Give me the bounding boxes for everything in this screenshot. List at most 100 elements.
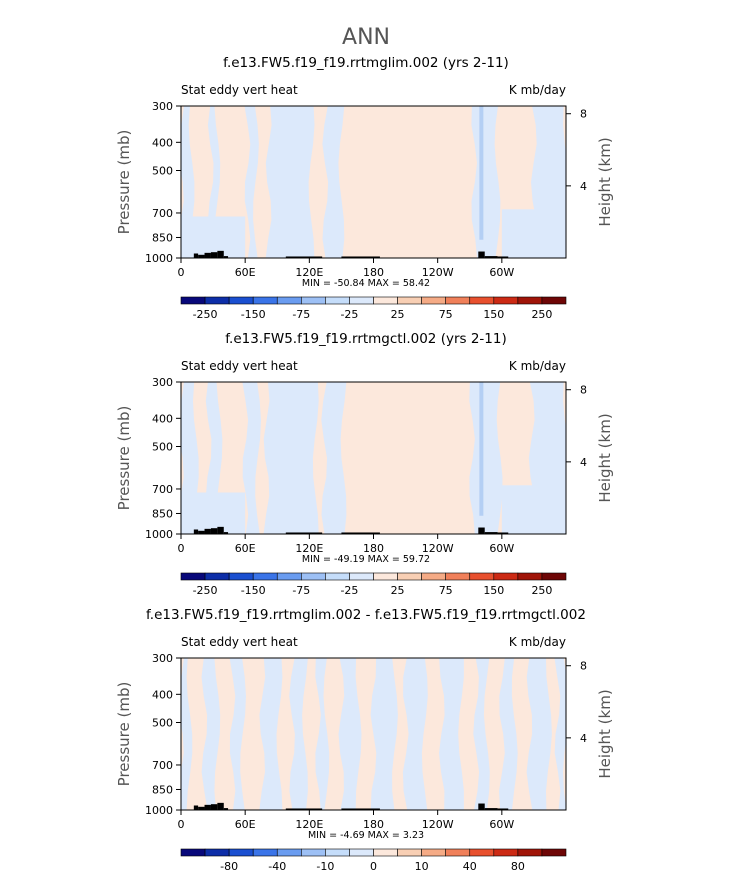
height-tick-label: 4 [580, 180, 587, 193]
contour-band [526, 658, 552, 810]
y-tick-label: 300 [152, 100, 173, 113]
land-mask [193, 805, 199, 810]
land-mask [497, 808, 509, 810]
land-mask [223, 808, 229, 810]
colorbar-swatch [397, 296, 422, 305]
colorbar-label: -150 [241, 584, 266, 597]
stats-text: MIN = -50.84 MAX = 58.42 [302, 278, 430, 289]
colorbar-label: 150 [483, 308, 504, 321]
contour-band [479, 106, 484, 240]
colorbar-label: 250 [531, 584, 552, 597]
land-mask [223, 532, 229, 534]
land-mask [198, 806, 205, 810]
land-mask [497, 532, 509, 534]
y-tick-label: 500 [152, 440, 173, 453]
left-label: Stat eddy vert heat [181, 635, 298, 649]
y-axis-label-right: Height (km) [596, 689, 614, 778]
figure-title: ANN [342, 25, 390, 50]
x-tick-label: 180 [363, 266, 384, 279]
land-mask [198, 530, 205, 534]
x-tick-label: 120E [295, 266, 323, 279]
colorbar-swatch [276, 572, 302, 581]
y-tick-label: 300 [152, 652, 173, 665]
x-tick-label: 60E [235, 542, 256, 555]
y-tick-label: 850 [152, 507, 173, 520]
colorbar-swatch [445, 848, 471, 857]
colorbar-swatch [397, 848, 422, 857]
height-tick-label: 8 [580, 384, 587, 397]
x-tick-label: 120E [295, 818, 323, 831]
y-axis-label: Pressure (mb) [115, 682, 133, 787]
colorbar-swatch [373, 572, 398, 581]
land-mask [204, 252, 211, 258]
x-tick-label: 0 [178, 266, 185, 279]
y-tick-label: 400 [152, 136, 173, 149]
colorbar-swatch [325, 572, 350, 581]
colorbar-swatch [541, 296, 567, 305]
y-tick-label: 1000 [145, 528, 173, 541]
right-label: K mb/day [509, 635, 566, 649]
contour-band [321, 382, 347, 534]
colorbar-swatch [228, 296, 254, 305]
colorbar-swatch [276, 848, 302, 857]
colorbar-swatch [276, 296, 302, 305]
colorbar-label: 25 [391, 584, 405, 597]
contour-band [338, 658, 362, 810]
colorbar-swatch [349, 296, 374, 305]
y-tick-label: 400 [152, 688, 173, 701]
colorbar-swatch [204, 296, 230, 305]
y-axis-label: Pressure (mb) [115, 406, 133, 511]
contour-band [469, 382, 503, 534]
height-tick-label: 4 [580, 456, 587, 469]
height-tick-label: 4 [580, 732, 587, 745]
x-tick-label: 0 [178, 542, 185, 555]
plot-area [181, 106, 566, 258]
plot-area [181, 382, 566, 534]
land-mask [223, 256, 229, 258]
right-label: K mb/day [509, 359, 566, 373]
contour-band [471, 106, 501, 258]
colorbar-swatch [252, 848, 278, 857]
x-tick-label: 60E [235, 818, 256, 831]
colorbar-swatch [349, 572, 374, 581]
y-tick-label: 700 [152, 207, 173, 220]
colorbar-swatch [541, 848, 567, 857]
contour-band [479, 382, 484, 516]
contour-band [181, 216, 246, 258]
x-tick-label: 60E [235, 266, 256, 279]
colorbar-swatch [493, 848, 519, 857]
contour-band [315, 658, 330, 810]
contour-band [554, 658, 566, 810]
colorbar-swatch [301, 572, 326, 581]
colorbar-label: -250 [193, 308, 218, 321]
panel-title: f.e13.FW5.f19_f19.rrtmgctl.002 (yrs 2-11… [225, 331, 506, 347]
x-tick-label: 60W [489, 266, 514, 279]
contour-band [473, 658, 490, 810]
y-tick-label: 500 [152, 164, 173, 177]
colorbar-swatch [469, 572, 495, 581]
height-tick-label: 8 [580, 108, 587, 121]
colorbar-swatch [421, 296, 446, 305]
contour-band [370, 658, 398, 810]
contour-band [263, 382, 319, 534]
land-mask [341, 256, 380, 258]
y-tick-label: 850 [152, 231, 173, 244]
colorbar-swatch [301, 296, 326, 305]
colorbar-swatch [445, 572, 471, 581]
contour-band [501, 209, 566, 258]
left-label: Stat eddy vert heat [181, 83, 298, 97]
contour-band [242, 382, 261, 534]
colorbar-label: -150 [241, 308, 266, 321]
land-mask [210, 804, 218, 810]
colorbar-swatch [493, 572, 519, 581]
colorbar-swatch [180, 572, 206, 581]
land-mask [285, 256, 323, 258]
colorbar-label: 10 [415, 860, 429, 872]
y-tick-label: 850 [152, 783, 173, 796]
colorbar-label: -80 [220, 860, 238, 872]
land-mask [285, 808, 323, 810]
land-mask [210, 252, 218, 258]
right-label: K mb/day [509, 83, 566, 97]
land-mask [478, 251, 485, 258]
left-label: Stat eddy vert heat [181, 359, 298, 373]
